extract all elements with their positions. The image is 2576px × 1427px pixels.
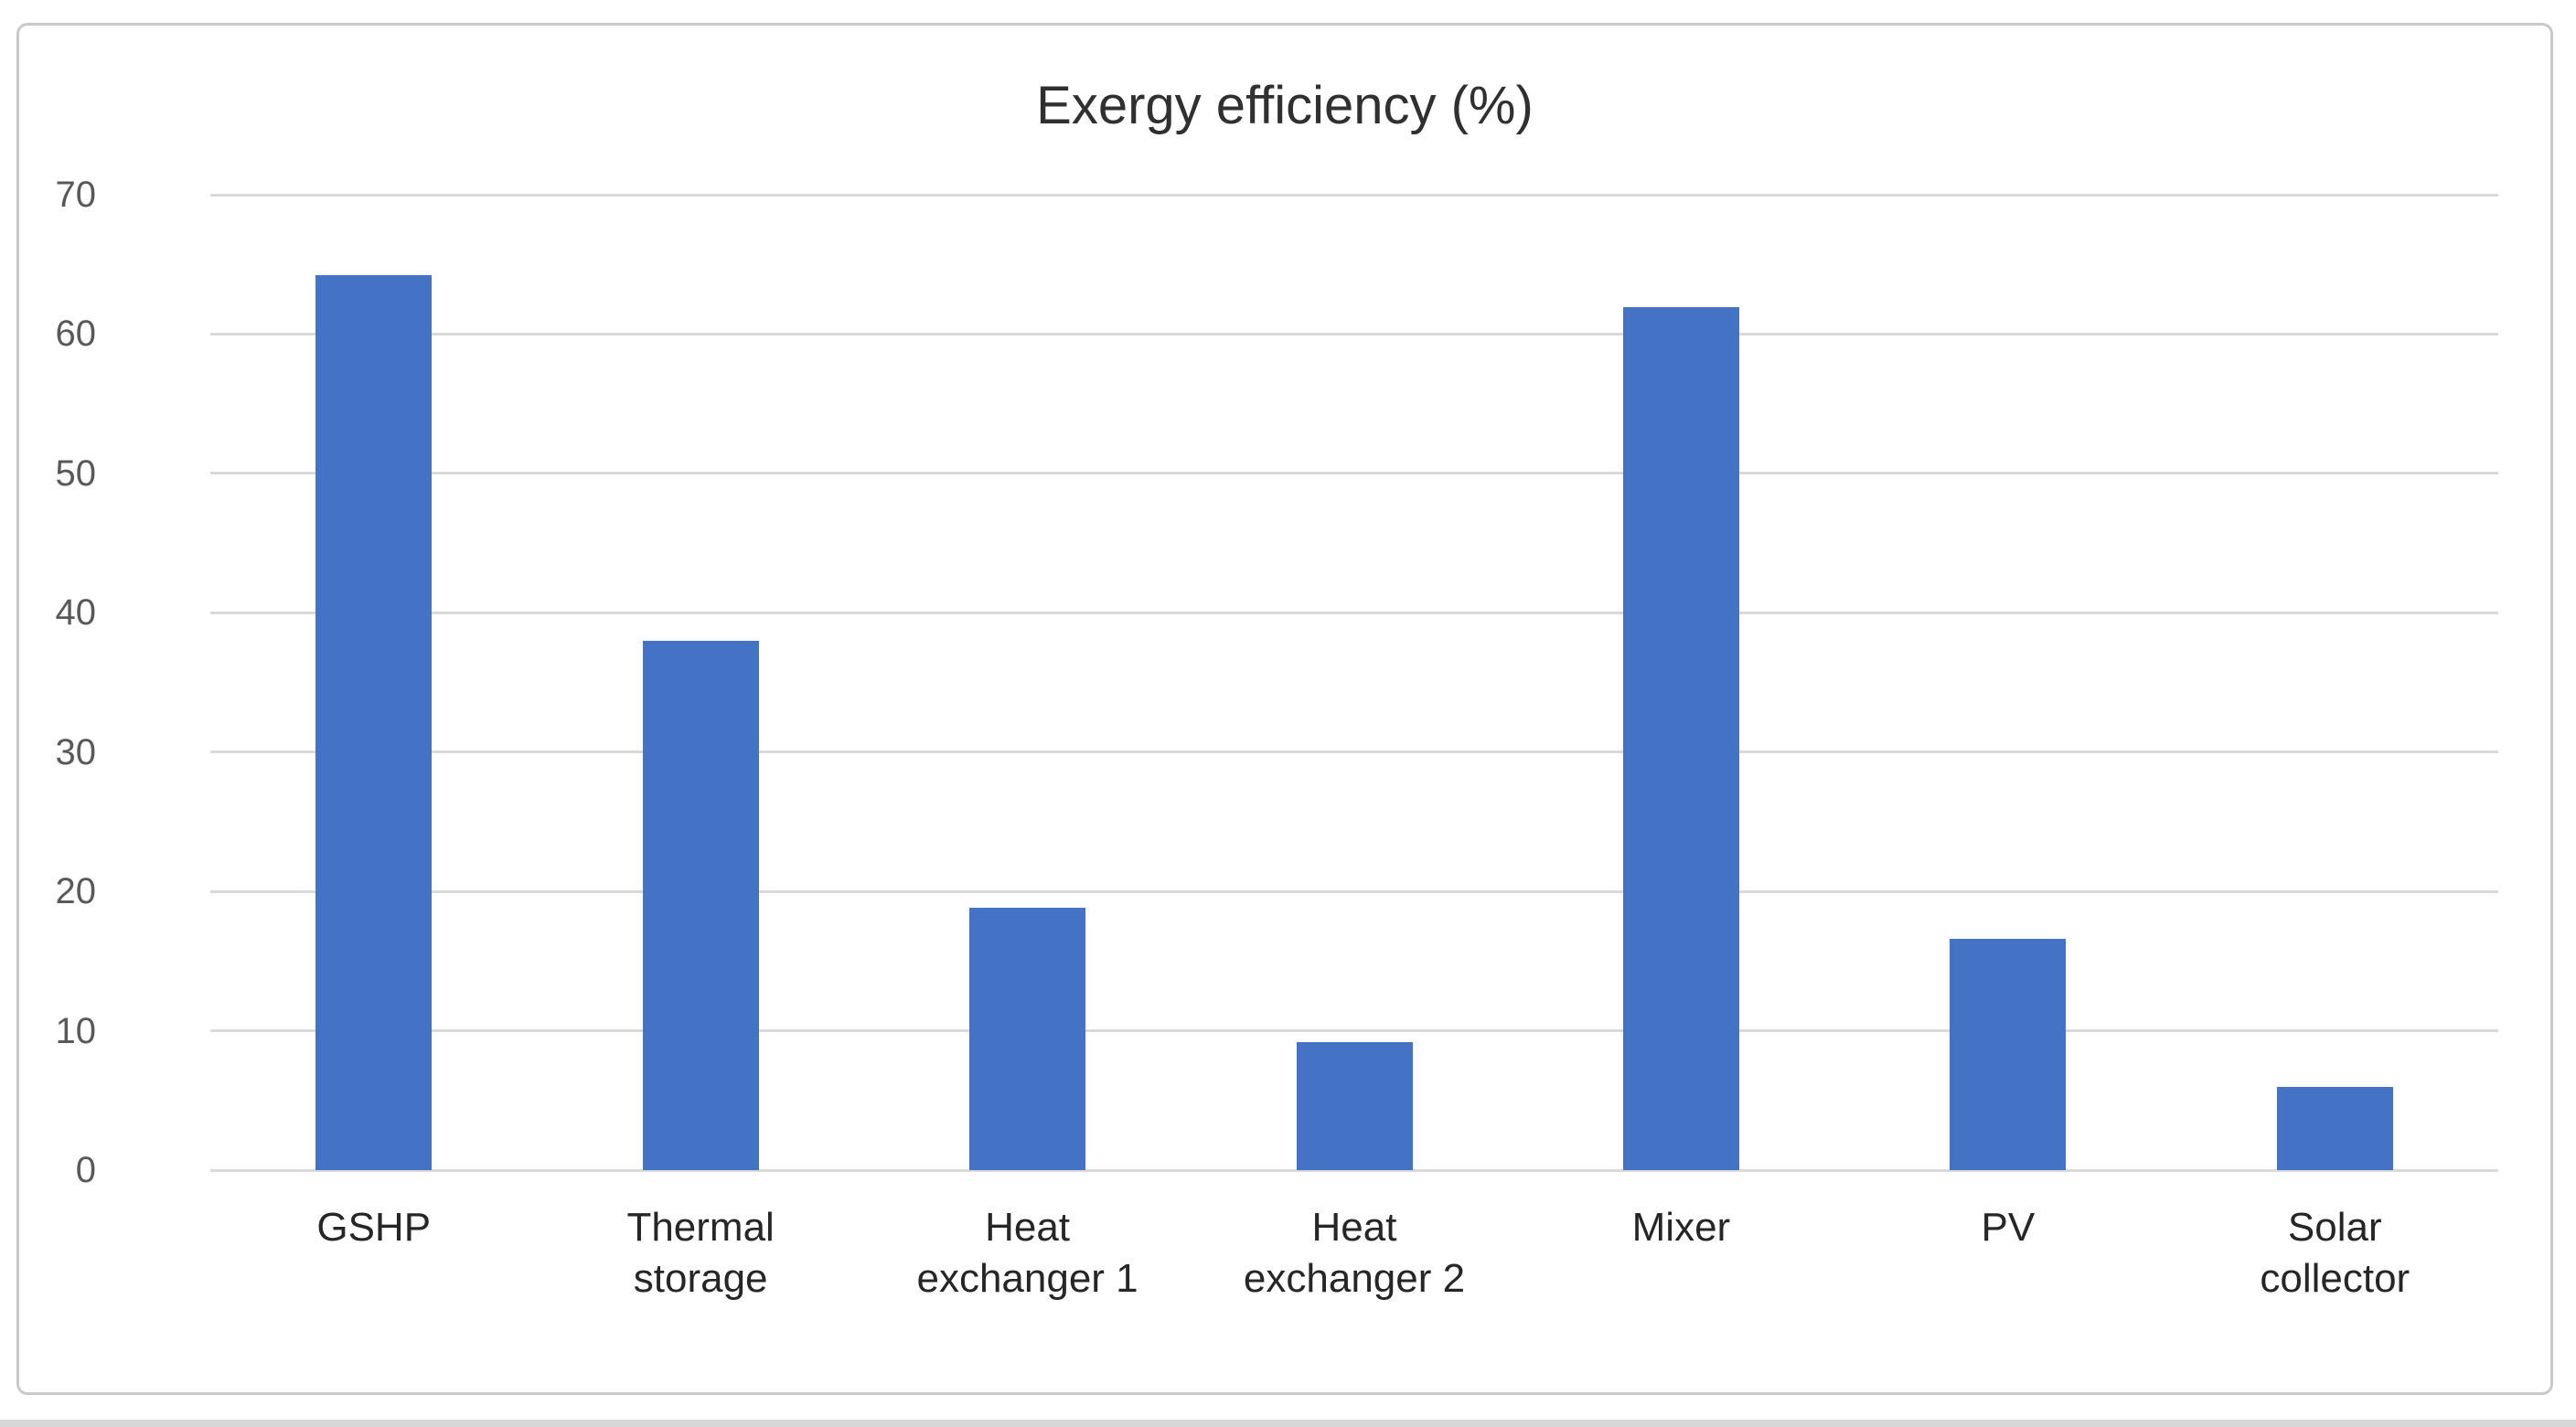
plot-area: 0 10 20 30 40 50 60 70 GSHP Thermal storage Heat e… xyxy=(56,176,2498,1301)
y-tick-label-30: 30 xyxy=(55,731,97,772)
bar-thermal-storage xyxy=(642,640,759,1170)
bar-heat-exchanger-2 xyxy=(1296,1041,1413,1170)
x-category-label-pv: PV xyxy=(1981,1205,2036,1250)
chart-frame: Exergy efficiency (%) 0 10 20 30 40 50 60 70 GSH… xyxy=(16,23,2553,1395)
gridline-70 xyxy=(210,193,2498,197)
y-tick-label-10: 10 xyxy=(55,1010,97,1051)
y-tick-label-20: 20 xyxy=(55,871,97,912)
bar-solar-collector xyxy=(2276,1086,2393,1170)
x-category-label-gshp: GSHP xyxy=(316,1205,432,1250)
x-category-label-mixer: Mixer xyxy=(1631,1205,1731,1250)
gridline-50 xyxy=(210,472,2498,475)
bar-heat-exchanger-1 xyxy=(969,908,1086,1170)
y-tick-label-0: 0 xyxy=(75,1150,96,1190)
chart-title: Exergy efficiency (%) xyxy=(1036,76,1534,135)
gridline-40 xyxy=(210,611,2498,614)
y-tick-label-50: 50 xyxy=(55,453,97,494)
gridline-30 xyxy=(210,751,2498,754)
x-category-label-heat-exchanger-1: Heat exchanger 1 xyxy=(916,1205,1138,1301)
y-tick-label-40: 40 xyxy=(55,592,97,634)
x-category-label-thermal-storage: Thermal storage xyxy=(626,1205,775,1301)
y-tick-label-60: 60 xyxy=(55,314,97,355)
y-tick-label-70: 70 xyxy=(55,175,97,215)
bar-gshp xyxy=(315,275,433,1170)
gridline-10 xyxy=(210,1029,2498,1033)
gridline-60 xyxy=(210,332,2498,335)
bar-pv xyxy=(1950,938,2067,1170)
x-category-label-solar-collector: Solar collector xyxy=(2260,1205,2410,1301)
x-category-label-heat-exchanger-2: Heat exchanger 2 xyxy=(1243,1205,1466,1301)
gridline-20 xyxy=(210,889,2498,893)
bar-mixer xyxy=(1622,307,1739,1170)
gridline-0 xyxy=(210,1168,2498,1172)
bottom-edge-strip xyxy=(0,1420,2576,1427)
